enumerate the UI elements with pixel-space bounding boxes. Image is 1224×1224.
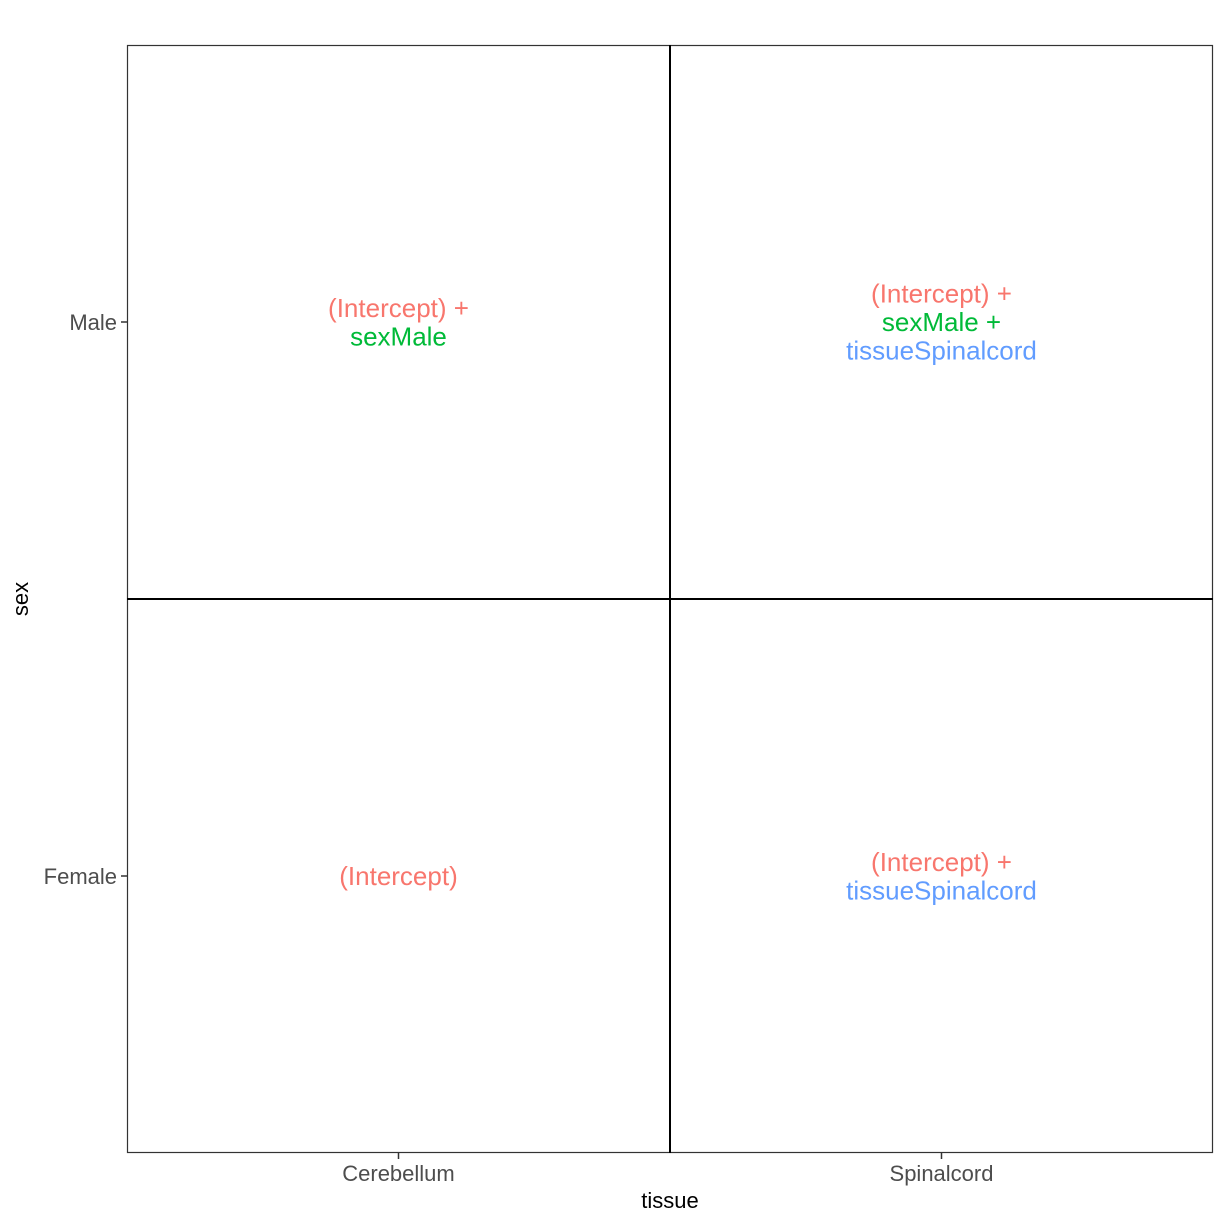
cell-term-label: (Intercept) xyxy=(339,861,458,891)
cell-cerebellum-female: (Intercept) xyxy=(339,861,458,891)
cell-cerebellum-male: (Intercept) +sexMale xyxy=(328,293,469,352)
y-tick-label-female: Female xyxy=(44,864,117,889)
cell-term-label: (Intercept) + xyxy=(871,847,1012,877)
cell-spinalcord-female: (Intercept) +tissueSpinalcord xyxy=(846,847,1037,906)
cell-spinalcord-male: (Intercept) +sexMale +tissueSpinalcord xyxy=(846,279,1037,366)
y-axis-title: sex xyxy=(8,582,33,616)
x-tick-label-cerebellum: Cerebellum xyxy=(342,1161,455,1186)
cell-term-label: (Intercept) + xyxy=(328,293,469,323)
x-tick-label-spinalcord: Spinalcord xyxy=(890,1161,994,1186)
x-axis: Cerebellum Spinalcord xyxy=(342,1153,993,1186)
x-axis-title: tissue xyxy=(641,1188,698,1213)
cell-term-label: (Intercept) + xyxy=(871,279,1012,309)
y-tick-label-male: Male xyxy=(69,310,117,335)
y-axis: Female Male xyxy=(44,310,127,889)
cell-term-label: tissueSpinalcord xyxy=(846,336,1037,366)
cell-term-label: sexMale + xyxy=(882,307,1001,337)
cell-labels: (Intercept) +sexMale(Intercept) +sexMale… xyxy=(328,279,1037,906)
cell-term-label: sexMale xyxy=(350,321,447,351)
cell-term-label: tissueSpinalcord xyxy=(846,875,1037,905)
